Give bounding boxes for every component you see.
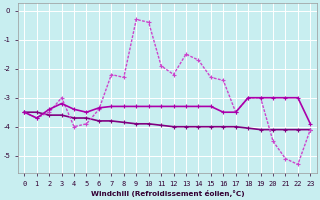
X-axis label: Windchill (Refroidissement éolien,°C): Windchill (Refroidissement éolien,°C) bbox=[91, 190, 244, 197]
